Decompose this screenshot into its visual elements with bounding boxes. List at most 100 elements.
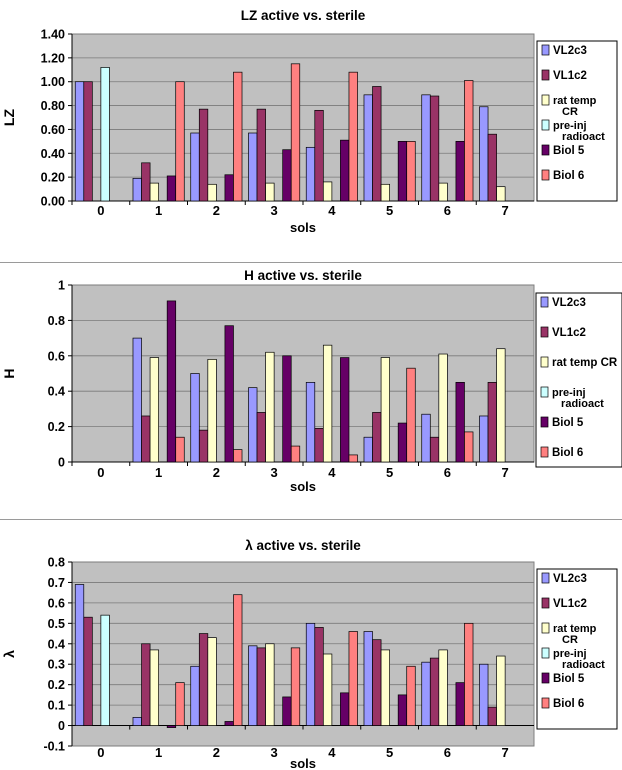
bar <box>207 358 217 463</box>
bar <box>265 182 275 202</box>
y-tick-label: 1.20 <box>41 51 65 65</box>
bar <box>265 643 275 726</box>
bar <box>175 436 185 463</box>
legend-label: Biol 6 <box>552 447 583 459</box>
bar <box>363 631 373 726</box>
bar <box>372 639 382 726</box>
bar <box>166 175 177 202</box>
bar <box>207 183 217 202</box>
bar <box>496 655 506 726</box>
legend-label: VL1c2 <box>552 327 586 339</box>
bar <box>198 633 209 726</box>
x-tick-label: 5 <box>386 203 393 218</box>
panel-divider <box>0 519 622 520</box>
bar <box>455 141 465 202</box>
bar <box>290 647 301 726</box>
bar <box>397 694 408 726</box>
x-tick-label: 3 <box>271 745 278 760</box>
chart-title: λ active vs. sterile <box>245 538 361 553</box>
bar <box>340 357 350 463</box>
legend-swatch <box>541 622 550 634</box>
y-tick-label: 0.6 <box>48 596 65 610</box>
bar <box>100 67 110 202</box>
bar <box>380 357 390 463</box>
bar <box>166 725 177 728</box>
y-tick-label: 0 <box>58 456 65 470</box>
legend-swatch <box>541 647 550 659</box>
y-tick-label: 1.40 <box>41 28 65 42</box>
legend-box <box>535 292 622 468</box>
legend-swatch <box>540 416 549 428</box>
bar <box>322 181 333 202</box>
x-tick-label: 6 <box>444 203 451 218</box>
y-tick-label: -0.1 <box>43 740 65 754</box>
legend-swatch <box>541 697 550 709</box>
legend-label: VL1c2 <box>553 598 587 610</box>
x-tick-label: 7 <box>502 745 509 760</box>
chart-title: LZ active vs. sterile <box>241 8 366 23</box>
legend-swatch <box>540 356 549 368</box>
x-tick-label: 3 <box>271 465 278 480</box>
y-tick-label: 1.00 <box>41 75 65 89</box>
legend-label: Biol 5 <box>553 673 585 685</box>
bar <box>100 614 110 726</box>
bar <box>348 71 358 202</box>
x-tick-label: 1 <box>155 465 162 480</box>
x-tick-label: 6 <box>444 745 451 760</box>
y-tick-label: 0.00 <box>41 195 65 209</box>
y-tick-label: 1 <box>58 279 65 293</box>
legend-swatch <box>540 296 549 308</box>
bar <box>372 86 382 202</box>
bar <box>305 622 316 726</box>
legend-swatch <box>540 326 549 338</box>
bar <box>141 415 151 463</box>
legend-box <box>536 40 618 202</box>
y-tick-label: 0.8 <box>48 314 65 328</box>
bar <box>438 649 448 726</box>
bar <box>149 357 159 463</box>
bar <box>314 627 324 726</box>
bar <box>224 721 234 726</box>
bar <box>166 300 177 463</box>
bar <box>340 139 350 202</box>
bar <box>479 415 489 463</box>
x-tick-label: 2 <box>213 745 220 760</box>
legend-swatch <box>541 144 550 156</box>
legend-label: VL2c3 <box>552 297 586 309</box>
bar <box>290 445 301 463</box>
legend-label: Biol 6 <box>553 698 584 710</box>
legend-label: rat temp CR <box>553 623 597 646</box>
bar <box>429 436 440 463</box>
y-tick-label: 0.40 <box>41 147 65 161</box>
x-tick-label: 1 <box>155 745 162 760</box>
x-tick-label: 2 <box>213 465 220 480</box>
panel-divider <box>0 262 622 263</box>
bar <box>496 348 506 463</box>
legend-label: Biol 6 <box>553 170 584 182</box>
bar <box>265 351 275 463</box>
bar <box>429 657 440 726</box>
bar <box>248 645 258 726</box>
bar <box>141 162 151 202</box>
bar <box>487 133 497 202</box>
bar <box>397 141 408 202</box>
bar <box>348 631 358 726</box>
bar <box>132 337 142 463</box>
legend-label: VL1c2 <box>553 70 587 82</box>
bar <box>421 661 431 726</box>
bar <box>224 325 234 463</box>
x-tick-label: 7 <box>502 203 509 218</box>
legend-label: VL2c3 <box>553 573 587 585</box>
bar <box>421 94 431 202</box>
legend-label: Biol 5 <box>553 145 585 157</box>
y-tick-label: 0.6 <box>48 349 65 363</box>
bar <box>305 381 316 463</box>
y-tick-label: 0.2 <box>48 678 65 692</box>
bar <box>372 412 382 463</box>
bar <box>438 182 448 202</box>
y-tick-label: 0 <box>58 719 65 733</box>
x-tick-label: 2 <box>213 203 220 218</box>
x-axis-label: sols <box>290 756 316 770</box>
bar <box>479 663 489 726</box>
x-tick-label: 0 <box>97 203 104 218</box>
